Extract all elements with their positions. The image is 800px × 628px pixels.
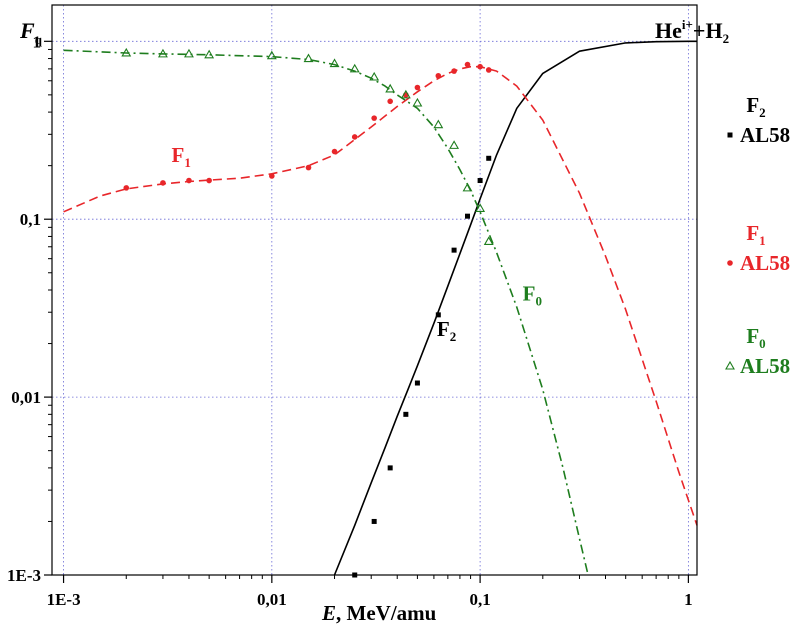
data-point-f0-al58 (369, 71, 380, 81)
data-point-f2-al58 (414, 380, 420, 386)
data-point-f0-al58 (385, 83, 396, 93)
data-point-f1-al58 (414, 84, 421, 91)
y-tick-label: 0,1 (20, 210, 41, 229)
legend-entry-sub: 1 (759, 233, 766, 248)
data-point-f2-al58 (403, 411, 409, 417)
legend-entry-label: AL58 (740, 123, 790, 147)
x-tick-label: 0,1 (469, 590, 490, 609)
data-point-f1-al58 (485, 67, 492, 73)
data-point-f1-al58 (477, 63, 483, 70)
series-lines (63, 40, 698, 576)
grid (52, 5, 697, 576)
data-point-f0-al58 (121, 47, 132, 57)
data-point-f1-al58 (464, 61, 471, 68)
y-axis-label: Fq (19, 18, 43, 47)
data-point-f0-al58 (266, 50, 277, 60)
data-point-f0-al58 (483, 236, 494, 245)
chart-title-sub: 2 (723, 31, 730, 46)
legend-entry-title: F2 (746, 93, 765, 120)
data-point-f2-al58 (435, 312, 441, 318)
legend-entry-main: F (746, 93, 759, 117)
data-point-f0-al58 (412, 97, 423, 107)
annotation-sub: 1 (184, 155, 191, 170)
data-point-f1-al58 (351, 134, 358, 140)
annotation-f0: F0 (523, 281, 542, 308)
annotation-main: F (523, 281, 536, 305)
legend-marker-circle (727, 260, 733, 266)
data-point-f2-al58 (371, 518, 377, 524)
legend-entry-title: F0 (746, 324, 765, 351)
data-point-f1-al58 (160, 180, 166, 186)
legend-marker-triangle (725, 360, 735, 370)
data-point-f1-al58 (435, 72, 442, 79)
data-point-f0-al58 (184, 48, 194, 58)
y-axis-label-sub: q (35, 32, 43, 47)
y-axis-label-main: F (19, 18, 35, 43)
annotation-main: F (437, 317, 450, 341)
legend-entry-main: F (746, 324, 759, 348)
data-point-f1-al58 (206, 177, 212, 184)
chart-title-plus: +H (693, 18, 723, 43)
data-point-f0-al58 (462, 182, 473, 192)
data-point-f1-al58 (387, 98, 393, 105)
axis-ticks: 1E-3 0,01 0,1 1 1E-3 0,01 0,1 1 (7, 32, 693, 609)
chart-title-sup: i+ (682, 17, 693, 32)
legend-marker-square (727, 132, 733, 138)
data-point-f2-al58 (387, 465, 393, 471)
data-point-f0-al58 (349, 63, 360, 73)
data-point-f1-al58 (186, 177, 192, 184)
series-line-f0 (63, 49, 589, 576)
annotation-main: F (172, 143, 185, 167)
x-tick-label: 0,01 (257, 590, 287, 609)
data-point-f0-al58 (449, 140, 460, 149)
data-point-f1-al58 (305, 164, 312, 171)
annotation-f1: F1 (172, 143, 191, 170)
legend-entry-title: F1 (746, 221, 765, 248)
legend-entry-label: AL58 (740, 354, 790, 378)
data-point-f0-al58 (157, 48, 168, 58)
series-line-f1 (63, 65, 698, 526)
data-point-f1-al58 (371, 115, 377, 121)
data-point-f1-al58 (331, 148, 338, 155)
y-tick-label: 1 (33, 32, 42, 51)
data-point-f1-al58 (451, 68, 457, 74)
data-point-f2-al58 (451, 247, 457, 253)
data-point-f2-al58 (465, 213, 471, 219)
annotation-sub: 0 (535, 293, 542, 308)
chart-title: Hei++H2 (655, 17, 729, 46)
data-point-f0-al58 (329, 58, 340, 68)
plot-frame (51, 4, 698, 576)
x-axis-label: E, MeV/amu (321, 601, 437, 625)
x-tick-label: 1E-3 (47, 590, 81, 609)
data-point-f1-al58 (269, 173, 275, 179)
annotation-f2: F2 (437, 317, 456, 344)
y-tick-label: 1E-3 (7, 566, 41, 585)
x-axis-label-rest: , MeV/amu (336, 601, 437, 625)
legend-entry-sub: 2 (759, 105, 766, 120)
series-line-f2 (333, 40, 697, 576)
data-point-f2-al58 (477, 178, 483, 184)
legend-entry-label: AL58 (740, 251, 790, 275)
data-point-f0-al58 (475, 203, 486, 212)
legend-entry-sub: 0 (759, 336, 766, 351)
data-point-f1-al58 (123, 185, 130, 191)
data-point-f0-al58 (400, 89, 411, 99)
y-tick-label: 0,01 (11, 388, 41, 407)
x-tick-label: 1 (684, 590, 693, 609)
data-point-f0-al58 (303, 53, 314, 63)
chart-title-main: He (655, 18, 682, 43)
data-point-f0-al58 (433, 119, 444, 129)
x-axis-label-italic: E (321, 601, 336, 625)
annotation-sub: 2 (450, 329, 457, 344)
data-point-f0-al58 (204, 49, 215, 59)
data-points (121, 47, 494, 578)
data-point-f2-al58 (486, 155, 492, 161)
legend-entry-main: F (746, 221, 759, 245)
